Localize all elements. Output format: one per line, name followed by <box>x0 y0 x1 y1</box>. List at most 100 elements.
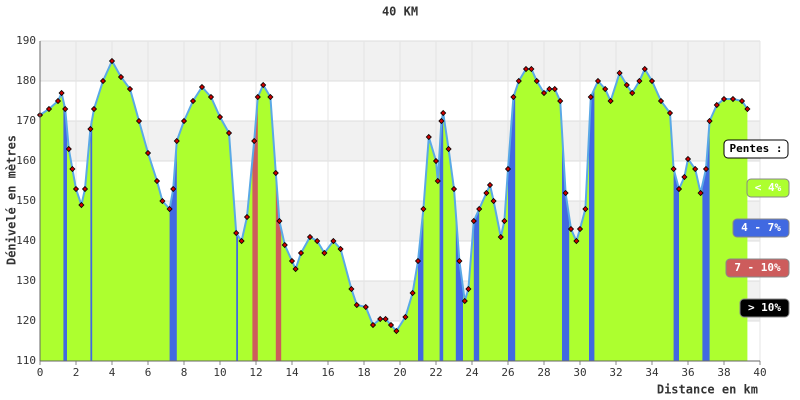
point-marker <box>450 185 458 193</box>
point-marker <box>337 245 344 253</box>
slope-band <box>589 61 595 361</box>
point-marker <box>87 125 94 133</box>
point-marker <box>243 213 251 221</box>
point-marker <box>706 117 713 125</box>
point-marker <box>387 321 395 329</box>
x-tick-label: 12 <box>249 366 262 379</box>
point-marker <box>465 285 472 293</box>
point-marker <box>173 137 180 145</box>
slope-band <box>508 61 516 361</box>
x-tick-label: 34 <box>645 366 659 379</box>
point-marker <box>58 89 65 97</box>
point-marker <box>456 257 463 265</box>
point-marker <box>562 189 569 197</box>
point-marker <box>54 97 62 105</box>
y-axis-label: Dénivelé en mètres <box>5 135 19 265</box>
point-marker <box>697 189 704 197</box>
point-marker <box>434 177 441 185</box>
x-tick-label: 14 <box>285 366 299 379</box>
x-tick-label: 18 <box>357 366 370 379</box>
legend-label: 7 - 10% <box>734 261 781 274</box>
point-marker <box>382 315 389 323</box>
point-marker <box>501 217 508 225</box>
point-marker <box>292 265 299 273</box>
point-marker <box>180 117 188 125</box>
y-tick-label: 170 <box>16 114 36 127</box>
point-marker <box>486 181 494 189</box>
point-marker <box>254 93 261 101</box>
point-marker <box>99 77 107 85</box>
point-marker <box>65 145 72 153</box>
point-marker <box>288 257 296 265</box>
point-marker <box>432 157 440 165</box>
point-marker <box>72 185 80 193</box>
point-marker <box>681 173 688 181</box>
point-marker <box>153 177 161 185</box>
point-marker <box>377 315 384 323</box>
point-marker <box>602 85 609 93</box>
slope-band <box>63 61 67 361</box>
point-marker <box>648 77 656 85</box>
point-marker <box>461 297 468 305</box>
slope-band <box>562 61 570 361</box>
point-marker <box>314 237 321 245</box>
point-marker <box>276 217 283 225</box>
point-marker <box>675 185 683 193</box>
point-marker <box>692 165 699 173</box>
point-marker <box>90 105 98 113</box>
point-marker <box>272 169 279 177</box>
point-marker <box>440 109 447 117</box>
y-tick-label: 110 <box>16 354 36 367</box>
slope-band <box>673 61 679 361</box>
x-axis-label: Distance en km <box>657 383 758 397</box>
point-marker <box>267 93 274 101</box>
point-marker <box>515 77 522 85</box>
point-marker <box>425 133 432 141</box>
x-tick-label: 40 <box>753 366 766 379</box>
point-marker <box>573 237 580 245</box>
point-marker <box>414 257 422 265</box>
point-marker <box>251 137 258 145</box>
point-marker <box>476 205 483 213</box>
point-marker <box>348 285 355 293</box>
point-marker <box>233 229 240 237</box>
point-marker <box>533 77 540 85</box>
point-marker <box>470 217 477 225</box>
point-marker <box>238 237 245 245</box>
legend-label: > 10% <box>748 301 781 314</box>
point-marker <box>78 201 85 209</box>
point-marker <box>720 95 728 103</box>
x-tick-label: 0 <box>37 366 44 379</box>
point-marker <box>702 165 710 173</box>
x-tick-label: 38 <box>717 366 730 379</box>
point-marker <box>135 117 143 125</box>
point-marker <box>393 327 400 335</box>
point-marker <box>207 93 215 101</box>
point-marker <box>260 81 267 89</box>
point-marker <box>483 189 490 197</box>
point-marker <box>362 303 369 311</box>
slope-band <box>439 61 444 361</box>
point-marker <box>607 97 614 105</box>
chart-title: 40 KM <box>382 5 418 19</box>
point-marker <box>420 205 427 213</box>
point-marker <box>729 95 737 103</box>
x-tick-label: 30 <box>573 366 586 379</box>
point-marker <box>666 109 674 117</box>
point-marker <box>402 313 409 321</box>
point-marker <box>546 85 553 93</box>
slope-band <box>252 61 258 361</box>
point-marker <box>198 83 206 91</box>
x-tick-label: 2 <box>73 366 80 379</box>
point-marker <box>594 77 602 85</box>
point-marker <box>306 233 314 241</box>
point-marker <box>353 301 360 309</box>
point-marker <box>62 105 69 113</box>
point-marker <box>281 241 288 249</box>
point-marker <box>445 145 452 153</box>
legend-swatch <box>746 178 790 198</box>
point-marker <box>528 65 535 73</box>
point-marker <box>81 185 89 193</box>
legend-swatch <box>739 298 790 318</box>
